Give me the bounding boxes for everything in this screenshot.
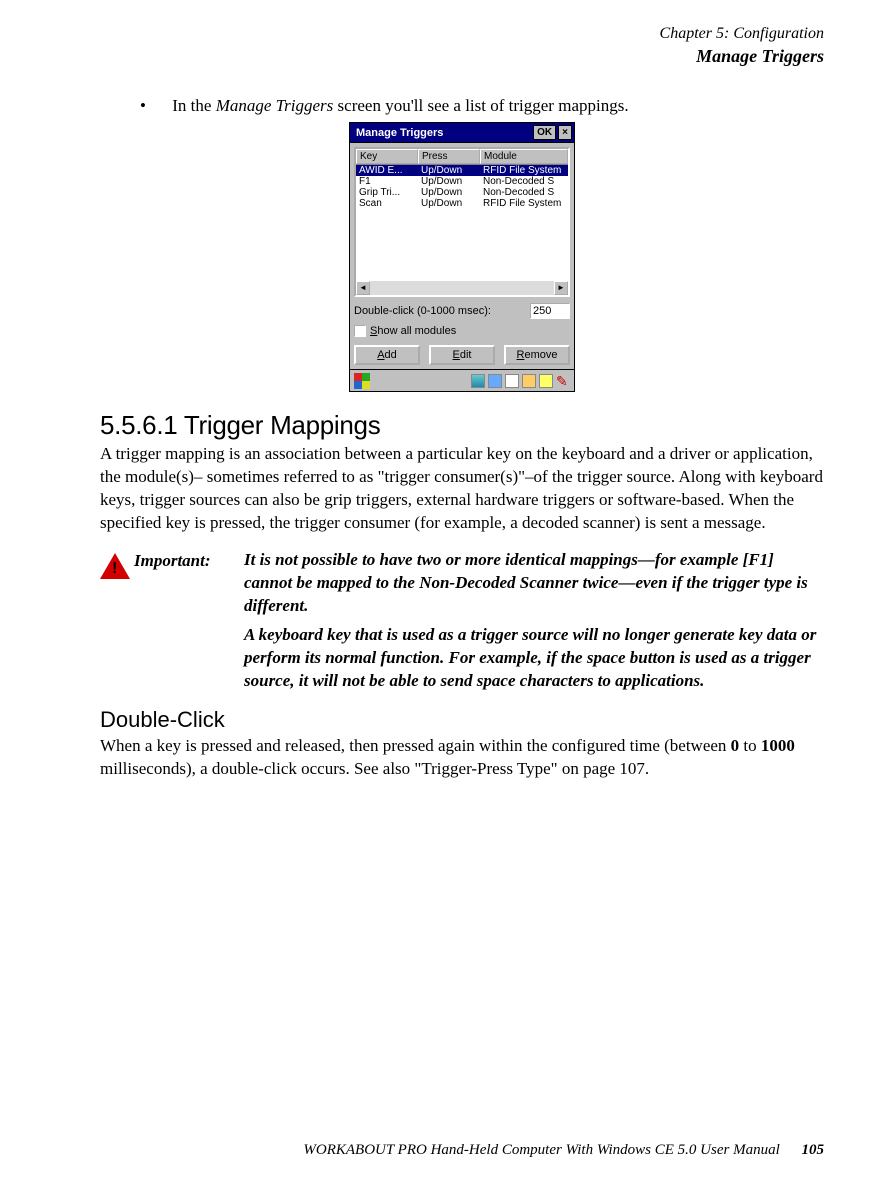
window-titlebar: Manage Triggers OK × [349, 122, 575, 143]
intro-text-before: In the [172, 96, 215, 115]
col-press[interactable]: Press [418, 149, 480, 164]
intro-italic: Manage Triggers [216, 96, 334, 115]
tray-misc-icon[interactable] [539, 374, 553, 388]
list-header: Key Press Module [356, 149, 568, 165]
footer-text: WORKABOUT PRO Hand-Held Computer With Wi… [303, 1142, 779, 1158]
tray-net-icon[interactable] [488, 374, 502, 388]
table-row[interactable]: F1 Up/Down Non-Decoded S [356, 176, 568, 187]
add-button[interactable]: Add [354, 345, 420, 365]
double-click-label: Double-click (0-1000 msec): [354, 305, 530, 317]
window: Manage Triggers OK × Key Press Module AW… [349, 122, 575, 392]
intro-bullet: • In the Manage Triggers screen you'll s… [140, 96, 824, 116]
intro-text-after: screen you'll see a list of trigger mapp… [333, 96, 628, 115]
tray-card-icon[interactable] [505, 374, 519, 388]
start-icon[interactable] [354, 373, 370, 389]
warning-icon [100, 553, 134, 579]
double-click-input[interactable]: 250 [530, 303, 570, 319]
taskbar [349, 370, 575, 392]
important-text-2: A keyboard key that is used as a trigger… [244, 624, 824, 693]
page-footer: WORKABOUT PRO Hand-Held Computer With Wi… [303, 1142, 824, 1159]
scroll-right-icon[interactable]: ► [554, 281, 568, 295]
section-heading: 5.5.6.1 Trigger Mappings [100, 410, 824, 441]
important-note: Important: It is not possible to have tw… [100, 549, 824, 618]
page-header: Chapter 5: Configuration Manage Triggers [100, 24, 824, 68]
scroll-left-icon[interactable]: ◄ [356, 281, 370, 295]
col-module[interactable]: Module [480, 149, 568, 164]
header-chapter: Chapter 5: Configuration [100, 24, 824, 45]
table-row[interactable]: Grip Tri... Up/Down Non-Decoded S [356, 187, 568, 198]
close-button[interactable]: × [558, 125, 572, 140]
screenshot: Manage Triggers OK × Key Press Module AW… [100, 122, 824, 392]
trigger-list[interactable]: Key Press Module AWID E... Up/Down RFID … [354, 147, 570, 297]
show-all-checkbox[interactable] [354, 325, 366, 337]
ok-button[interactable]: OK [533, 125, 556, 140]
double-click-paragraph: When a key is pressed and released, then… [100, 735, 824, 781]
show-all-label: Show all modules [370, 325, 456, 337]
header-section: Manage Triggers [100, 45, 824, 68]
double-click-heading: Double-Click [100, 707, 824, 733]
important-label: Important: [134, 549, 244, 571]
edit-button[interactable]: Edit [429, 345, 495, 365]
table-row[interactable]: Scan Up/Down RFID File System [356, 198, 568, 209]
page-number: 105 [802, 1142, 825, 1158]
section-paragraph: A trigger mapping is an association betw… [100, 443, 824, 535]
remove-button[interactable]: Remove [504, 345, 570, 365]
table-row[interactable]: AWID E... Up/Down RFID File System [356, 165, 568, 176]
important-text-1: It is not possible to have two or more i… [244, 549, 824, 618]
col-key[interactable]: Key [356, 149, 418, 164]
tray-globe-icon[interactable] [471, 374, 485, 388]
tray-pen-icon[interactable] [556, 374, 570, 388]
tray-folder-icon[interactable] [522, 374, 536, 388]
h-scrollbar[interactable]: ◄ ► [356, 281, 568, 295]
bullet-icon: • [140, 96, 168, 116]
window-title: Manage Triggers [356, 127, 531, 139]
